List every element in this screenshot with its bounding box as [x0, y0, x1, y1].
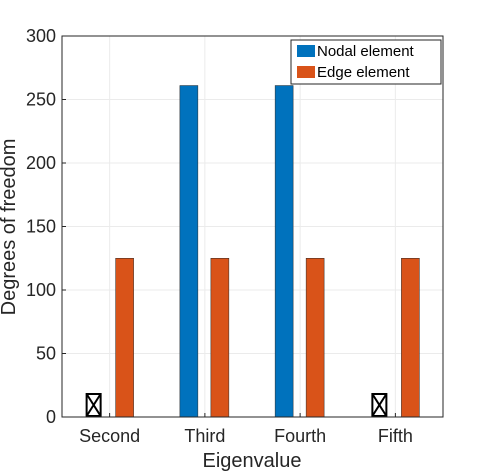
- legend-label-nodal: Nodal element: [317, 43, 415, 60]
- bar-nodal-fourth: [274, 85, 294, 418]
- y-tick-label-100: 100: [26, 280, 56, 300]
- y-axis-label: Degrees of freedom: [0, 139, 20, 316]
- x-tick-label-fifth: Fifth: [378, 426, 413, 446]
- x-tick-label-third: Third: [184, 426, 225, 446]
- marker-cross-b: [85, 393, 102, 417]
- bar-edge-fourth: [305, 258, 325, 418]
- legend-swatch-edge: [297, 66, 315, 78]
- y-tick-label-200: 200: [26, 153, 56, 173]
- x-axis-label: Eigenvalue: [203, 450, 302, 472]
- legend: Nodal element Edge element: [290, 39, 442, 85]
- bar-nodal-third: [179, 85, 199, 418]
- missing-marker-nodal-fifth: [371, 393, 388, 417]
- legend-label-edge: Edge element: [317, 64, 410, 81]
- x-tick-label-second: Second: [79, 426, 140, 446]
- bar-edge-fifth: [401, 258, 420, 418]
- legend-swatch-nodal: [297, 45, 315, 57]
- legend-box: [290, 39, 442, 85]
- x-tick-label-fourth: Fourth: [274, 426, 326, 446]
- missing-value-markers: [85, 393, 388, 417]
- bar-edge-second: [115, 258, 134, 418]
- marker-box: [85, 393, 102, 417]
- marker-cross-b: [371, 393, 388, 417]
- missing-marker-nodal-second: [85, 393, 102, 417]
- marker-box: [371, 393, 388, 417]
- bar-edge-third: [210, 258, 230, 418]
- y-axis-ticks: 0 50 100 150 200 250 300: [26, 26, 66, 427]
- y-tick-label-250: 250: [26, 90, 56, 110]
- y-tick-label-150: 150: [26, 217, 56, 237]
- y-tick-label-300: 300: [26, 26, 56, 46]
- y-tick-label-50: 50: [36, 344, 56, 364]
- x-axis-ticks: Second Third Fourth Fifth: [79, 413, 413, 446]
- y-tick-label-0: 0: [46, 407, 56, 427]
